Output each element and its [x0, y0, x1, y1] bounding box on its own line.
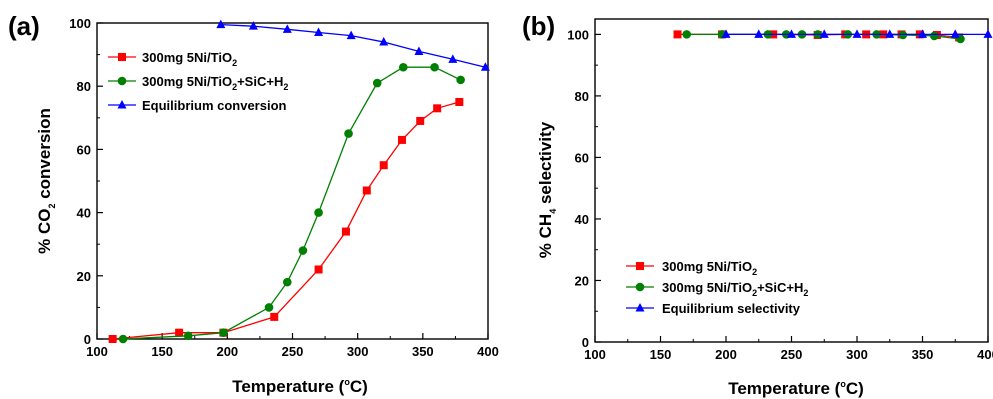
panel-a-series-1-point — [341, 227, 350, 236]
panel-b-legend: 300mg 5Ni/TiO2 300mg 5Ni/TiO2+SiC+H2 Equ… — [626, 259, 808, 316]
panel-a-series-1-point — [108, 335, 117, 343]
panel-a-y-tick-label: 100 — [69, 16, 91, 31]
panel-b-x-axis-title: Temperature (oC) — [728, 379, 864, 398]
panel-a-legend-entry-1: 300mg 5Ni/TiO2 — [108, 50, 237, 68]
panel-b-x-tick-label: 400 — [977, 347, 993, 362]
panel-a-series-2-point — [398, 62, 408, 72]
panel-a-series-2-point — [264, 303, 274, 312]
panel-b-series-3-point — [754, 29, 764, 38]
panel-b-y-tick-label: 60 — [575, 150, 589, 165]
panel-a-series-1-point — [379, 161, 388, 170]
panel-b-legend-label-2: 300mg 5Ni/TiO2+SiC+H2 — [662, 280, 808, 298]
panel-a-series-3-point — [448, 54, 458, 63]
panel-a-series-3-point — [379, 36, 389, 46]
panel-b-series-3-point — [787, 29, 796, 38]
panel-a-series-2-point — [219, 328, 228, 337]
panel-a-series-3-point — [414, 46, 424, 55]
panel-a-legend-label-1: 300mg 5Ni/TiO2 — [142, 50, 237, 68]
panel-a-series-1-line — [112, 101, 460, 340]
panel-b-y-tick-label: 100 — [567, 27, 589, 42]
panel-a-series-1-point — [314, 265, 323, 274]
panel-a-y-tick-label: 40 — [77, 206, 91, 221]
panel-a-series-1-point — [433, 104, 442, 113]
panel-a-y-tick-label: 20 — [77, 269, 91, 284]
panel-a-plot-area: 100 150 200 250 300 350 400 0 20 40 60 80 100 — [69, 16, 499, 359]
panel-a-series-2-point — [430, 62, 439, 72]
panel-a-legend: 300mg 5Ni/TiO2 300mg 5Ni/TiO2+SiC+H2 Equ… — [108, 50, 288, 113]
panel-b: (b) 100 150 200 250 300 350 400 0 20 40 60 80 100 Te… — [522, 11, 993, 398]
panel-b-legend-entry-3: Equilibrium selectivity — [626, 301, 801, 316]
panel-b-x-tick-label: 100 — [584, 347, 606, 362]
panel-a-legend-label-2: 300mg 5Ni/TiO2+SiC+H2 — [142, 74, 288, 92]
panel-b-y-tick-label: 0 — [582, 335, 589, 350]
panel-a-x-tick-label: 400 — [477, 344, 499, 359]
panel-b-x-tick-label: 300 — [846, 347, 868, 362]
panel-a-series-1-point — [455, 98, 464, 106]
panel-a-x-axis-title: Temperature (oC) — [232, 377, 368, 396]
panel-b-series-3-point — [885, 29, 895, 38]
panel-a-series-2-point — [372, 78, 382, 88]
panel-a-series-3-point — [480, 62, 490, 71]
panel-a-series-3-point — [248, 21, 258, 30]
panel-a-series-2-point — [282, 277, 292, 287]
panel-b-legend-label-3: Equilibrium selectivity — [662, 301, 801, 316]
panel-b-y-tick-label: 20 — [575, 273, 589, 288]
panel-a-x-tick-label: 100 — [86, 344, 108, 359]
panel-a-series-1-point — [175, 328, 184, 337]
panel-b-x-tick-label: 200 — [715, 347, 737, 362]
panel-b-label: (b) — [522, 11, 555, 41]
panel-a-frame — [96, 22, 489, 340]
panel-a-x-tick-label: 300 — [347, 344, 369, 359]
panel-a-series-2-point — [298, 246, 308, 255]
panel-a-series-2-point — [183, 331, 193, 341]
panel-a-series-1-point — [362, 186, 371, 195]
panel-b-legend-label-1: 300mg 5Ni/TiO2 — [662, 259, 757, 277]
panel-a-x-tick-label: 250 — [282, 344, 304, 359]
panel-a-series-2-line — [123, 66, 461, 340]
panel-a-series-3-point — [314, 27, 324, 36]
panel-b-series-2-point — [682, 30, 691, 39]
panel-a-y-axis-title: % CO2 conversion — [35, 108, 57, 254]
panel-a-series-2-point — [344, 129, 353, 138]
panel-a-legend-entry-3: Equilibrium conversion — [108, 98, 287, 113]
panel-b-series-1-point — [673, 30, 682, 39]
panel-a-series-1-point — [397, 135, 406, 144]
panel-a-x-tick-label: 350 — [412, 344, 434, 359]
panel-a-series-1-point — [416, 116, 425, 125]
panel-a-series-3-point — [346, 30, 356, 40]
panel-a-series-2-point — [314, 208, 323, 217]
panel-a-series-3-point — [282, 24, 292, 33]
panel-b-series-3-point — [819, 29, 829, 38]
panel-b-series-2-point — [929, 31, 939, 41]
panel-a: (a) 100 150 200 250 300 350 400 0 20 40 60 80 100 Te… — [8, 11, 499, 396]
panel-b-y-axis-title: % CH4 selectivity — [536, 121, 558, 258]
panel-a-series-3-line — [220, 23, 486, 68]
panel-a-x-tick-label: 200 — [216, 344, 238, 359]
panel-b-series-3-point — [721, 29, 731, 38]
panel-b-plot-area: 100 150 200 250 300 350 400 0 20 40 60 80 100 — [567, 18, 993, 362]
panel-a-x-tick-label: 150 — [151, 344, 173, 359]
panel-b-y-tick-label: 80 — [575, 89, 589, 104]
panel-b-series-3-point — [852, 29, 862, 38]
panel-b-legend-entry-1: 300mg 5Ni/TiO2 — [626, 259, 757, 277]
panel-a-y-tick-label: 80 — [77, 79, 91, 94]
panel-b-series-3-point — [918, 29, 927, 38]
panel-b-x-tick-label: 150 — [650, 347, 672, 362]
panel-a-series-2-point — [118, 334, 128, 344]
panel-b-series-3-point — [983, 29, 993, 38]
panel-b-y-tick-label: 40 — [575, 212, 589, 227]
panel-a-legend-label-3: Equilibrium conversion — [142, 98, 287, 113]
panel-a-series-2-point — [456, 75, 465, 85]
panel-a-series-3-point — [216, 19, 226, 29]
panel-a-label: (a) — [8, 11, 40, 41]
panel-b-series-3-point — [950, 29, 960, 38]
panel-a-y-tick-label: 60 — [77, 142, 91, 157]
panel-a-y-tick-label: 0 — [84, 332, 91, 347]
panel-a-series-1-point — [270, 312, 279, 321]
panel-b-legend-entry-2: 300mg 5Ni/TiO2+SiC+H2 — [626, 280, 808, 298]
panel-b-x-tick-label: 250 — [781, 347, 803, 362]
panel-a-legend-entry-2: 300mg 5Ni/TiO2+SiC+H2 — [108, 74, 288, 92]
panel-b-x-tick-label: 350 — [912, 347, 934, 362]
